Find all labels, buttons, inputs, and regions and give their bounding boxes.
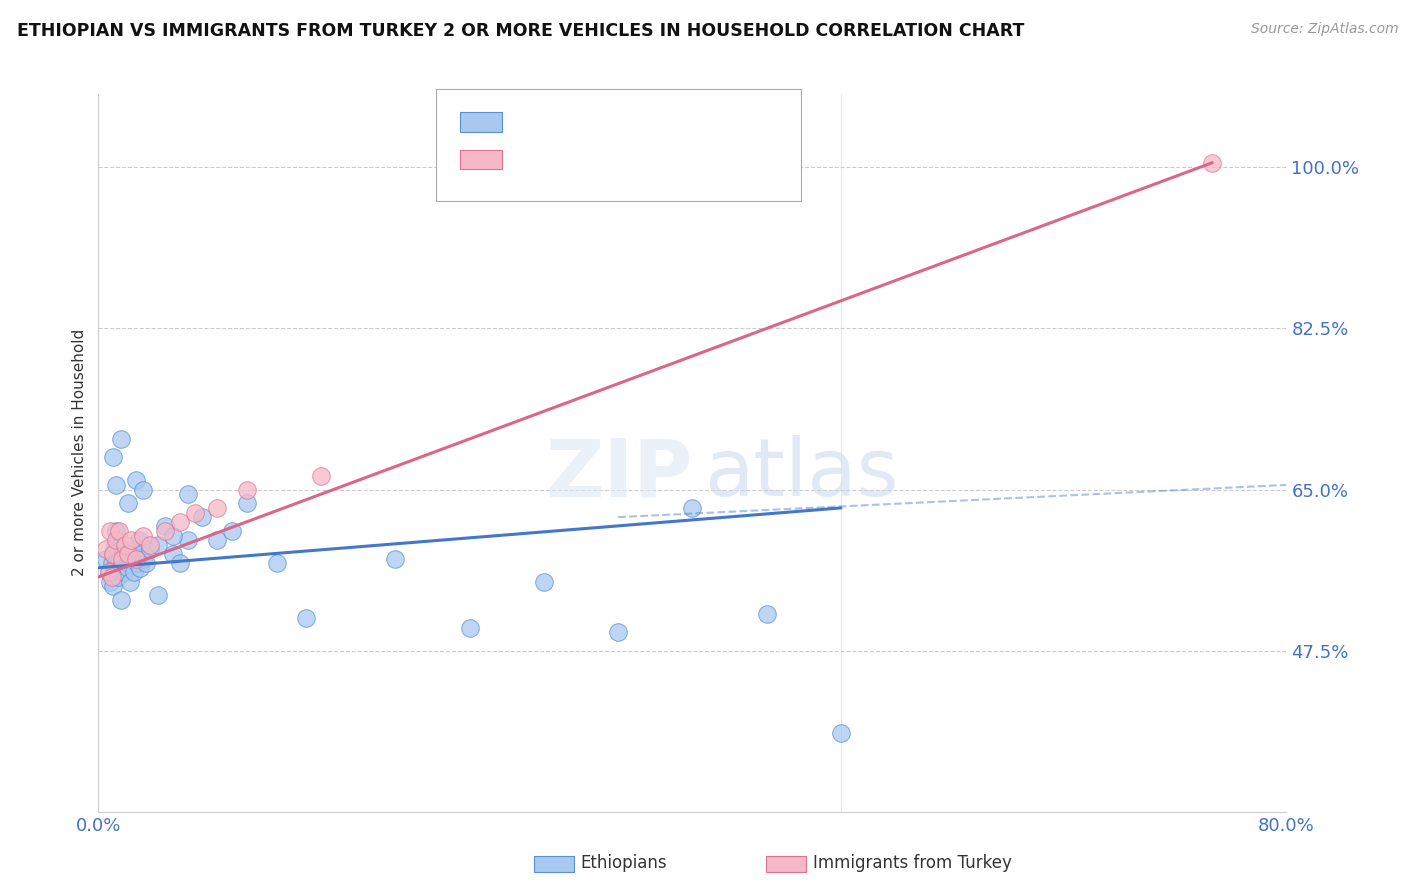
Point — [103, 579, 125, 593]
Point — [117, 561, 139, 575]
Point — [124, 551, 146, 566]
Point — [132, 528, 155, 542]
Point — [105, 533, 128, 548]
Point — [236, 483, 259, 497]
Point — [97, 566, 120, 580]
Point — [207, 533, 229, 548]
Point — [104, 538, 127, 552]
Point — [184, 506, 207, 520]
Point — [114, 538, 136, 552]
Text: Source: ZipAtlas.com: Source: ZipAtlas.com — [1251, 22, 1399, 37]
Point — [139, 542, 162, 557]
Point — [111, 551, 134, 566]
Point — [129, 561, 152, 575]
Point — [121, 551, 143, 566]
Text: ZIP: ZIP — [546, 435, 692, 513]
Point — [118, 574, 141, 589]
Point — [155, 519, 177, 533]
Text: N =: N = — [626, 112, 662, 129]
Point — [98, 574, 121, 589]
Text: atlas: atlas — [704, 435, 898, 513]
Point — [384, 551, 406, 566]
Text: Immigrants from Turkey: Immigrants from Turkey — [813, 855, 1011, 872]
Point — [103, 547, 125, 561]
Text: ETHIOPIAN VS IMMIGRANTS FROM TURKEY 2 OR MORE VEHICLES IN HOUSEHOLD CORRELATION : ETHIOPIAN VS IMMIGRANTS FROM TURKEY 2 OR… — [17, 22, 1024, 40]
Point — [105, 556, 128, 570]
Point — [135, 556, 157, 570]
Point — [124, 547, 146, 561]
Point — [533, 574, 555, 589]
Point — [169, 556, 191, 570]
Point — [295, 611, 318, 625]
Point — [120, 542, 142, 557]
Point — [98, 524, 121, 538]
Point — [110, 542, 132, 557]
Text: 21: 21 — [666, 149, 689, 167]
Point — [236, 496, 259, 510]
Point — [128, 533, 150, 548]
Point — [132, 551, 155, 566]
Point — [104, 561, 127, 575]
Point — [117, 547, 139, 561]
Point — [458, 621, 481, 635]
Point — [112, 566, 135, 580]
Text: R =: R = — [510, 112, 547, 129]
Text: R =: R = — [510, 149, 547, 167]
Point — [191, 510, 214, 524]
Point — [309, 468, 332, 483]
Text: 59: 59 — [666, 112, 689, 129]
Y-axis label: 2 or more Vehicles in Household: 2 or more Vehicles in Household — [72, 329, 87, 576]
Point — [1201, 155, 1223, 169]
Point — [755, 607, 778, 621]
Point — [681, 500, 703, 515]
Point — [139, 538, 162, 552]
Point — [101, 556, 124, 570]
Text: 0.114: 0.114 — [548, 112, 600, 129]
Point — [169, 515, 191, 529]
Point — [176, 487, 198, 501]
Point — [120, 533, 142, 548]
Point — [103, 450, 125, 465]
Point — [176, 533, 198, 548]
Point — [94, 542, 117, 557]
Point — [125, 556, 148, 570]
Point — [131, 547, 153, 561]
Point — [108, 551, 131, 566]
Point — [162, 528, 184, 542]
Point — [221, 524, 243, 538]
Point — [607, 625, 630, 640]
Point — [103, 547, 125, 561]
Point — [101, 570, 124, 584]
Point — [97, 566, 120, 580]
Text: 0.811: 0.811 — [548, 149, 600, 167]
Point — [108, 524, 131, 538]
Point — [207, 500, 229, 515]
Point — [117, 496, 139, 510]
Point — [146, 538, 169, 552]
Point — [94, 551, 117, 566]
Text: N =: N = — [626, 149, 662, 167]
Point — [132, 483, 155, 497]
Point — [146, 588, 169, 602]
Point — [105, 524, 128, 538]
Point — [107, 570, 129, 584]
Point — [124, 473, 146, 487]
Point — [122, 566, 145, 580]
Point — [110, 593, 132, 607]
Point — [115, 551, 138, 566]
Point — [110, 432, 132, 446]
Point — [117, 556, 139, 570]
Point — [830, 726, 852, 740]
Point — [105, 478, 128, 492]
Point — [162, 547, 184, 561]
Text: Ethiopians: Ethiopians — [581, 855, 668, 872]
Point — [114, 547, 136, 561]
Point — [266, 556, 288, 570]
Point — [111, 556, 134, 570]
Point — [155, 524, 177, 538]
